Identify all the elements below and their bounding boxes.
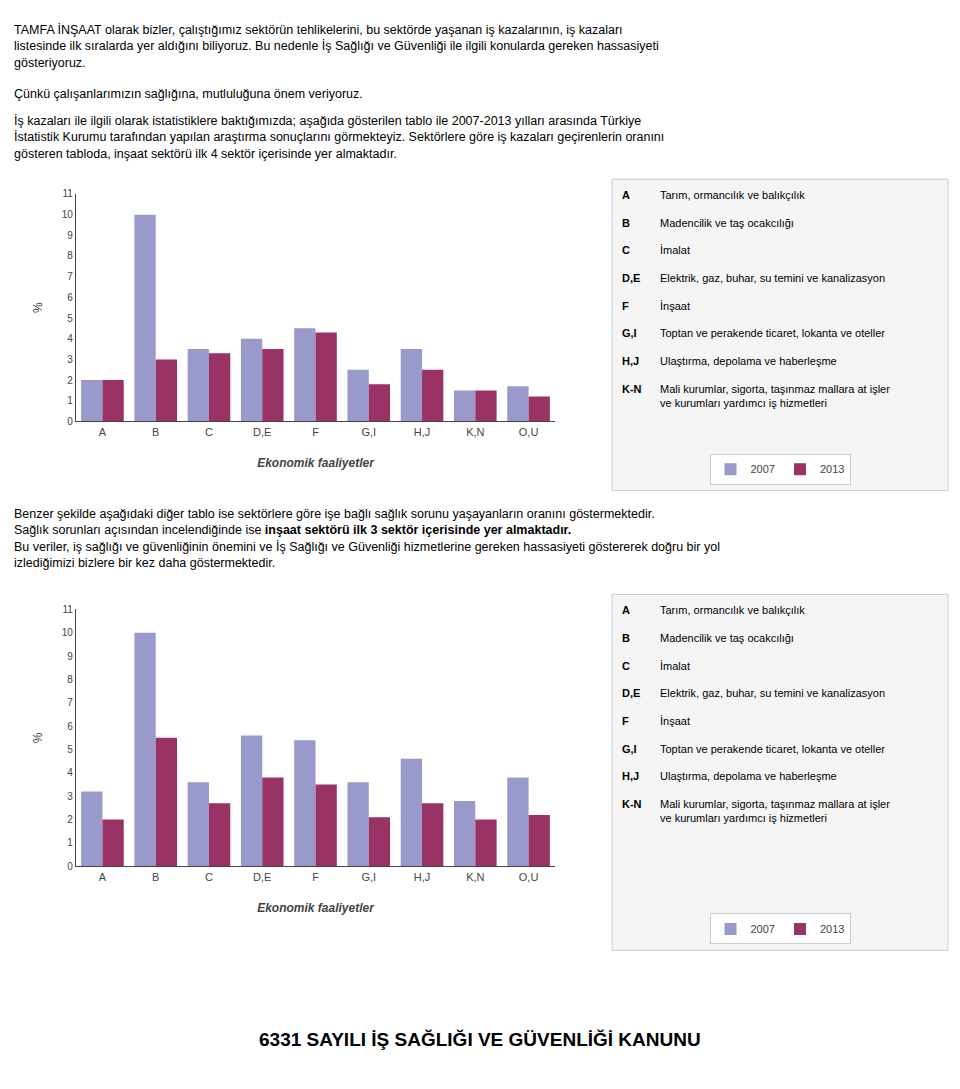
svg-text:5: 5 xyxy=(67,744,73,755)
svg-text:B: B xyxy=(152,871,159,883)
svg-text:2007: 2007 xyxy=(751,923,775,935)
svg-text:2013: 2013 xyxy=(820,463,844,475)
svg-text:D,E: D,E xyxy=(253,871,271,883)
svg-text:%: % xyxy=(31,302,45,313)
svg-text:11: 11 xyxy=(62,188,73,199)
svg-text:Madencilik ve taş ocakcılığı: Madencilik ve taş ocakcılığı xyxy=(660,217,794,229)
svg-text:Ulaştırma, depolama ve haberle: Ulaştırma, depolama ve haberleşme xyxy=(660,770,837,782)
svg-text:F: F xyxy=(312,871,319,883)
svg-text:O,U: O,U xyxy=(519,871,539,883)
svg-text:F: F xyxy=(622,300,629,312)
svg-text:4: 4 xyxy=(67,767,73,778)
svg-text:10: 10 xyxy=(62,209,74,220)
svg-text:K,N: K,N xyxy=(466,426,484,438)
svg-text:Toptan ve perakende ticaret, l: Toptan ve perakende ticaret, lokanta ve … xyxy=(660,327,885,339)
svg-text:B: B xyxy=(622,632,630,644)
svg-text:6331 SAYILI İŞ SAĞLIĞI VE GÜVE: 6331 SAYILI İŞ SAĞLIĞI VE GÜVENLİĞİ KANU… xyxy=(259,1029,701,1050)
svg-text:Tarım, ormancılık ve balıkçılı: Tarım, ormancılık ve balıkçılık xyxy=(660,604,805,616)
svg-text:G,I: G,I xyxy=(361,871,376,883)
svg-text:F: F xyxy=(312,426,319,438)
svg-text:2: 2 xyxy=(67,814,73,825)
svg-text:9: 9 xyxy=(67,230,73,241)
svg-text:11: 11 xyxy=(62,604,73,615)
svg-text:10: 10 xyxy=(62,627,74,638)
svg-text:3: 3 xyxy=(67,354,73,365)
svg-text:F: F xyxy=(622,715,629,727)
svg-text:Ekonomik faaliyetler: Ekonomik faaliyetler xyxy=(257,456,375,470)
svg-text:Madencilik ve taş ocakcılığı: Madencilik ve taş ocakcılığı xyxy=(660,632,794,644)
svg-text:K,N: K,N xyxy=(466,871,484,883)
svg-text:1: 1 xyxy=(67,395,73,406)
svg-text:6: 6 xyxy=(67,292,73,303)
svg-text:Ekonomik faaliyetler: Ekonomik faaliyetler xyxy=(257,901,375,915)
svg-text:A: A xyxy=(99,426,107,438)
svg-text:İnşaat: İnşaat xyxy=(660,715,690,727)
svg-text:C: C xyxy=(622,244,630,256)
svg-text:7: 7 xyxy=(67,271,73,282)
svg-text:5: 5 xyxy=(67,313,73,324)
svg-text:Elektrik, gaz, buhar, su temin: Elektrik, gaz, buhar, su temini ve kanal… xyxy=(660,687,885,699)
svg-text:H,J: H,J xyxy=(414,426,431,438)
svg-text:İş kazaları ile ilgili olarak: İş kazaları ile ilgili olarak istatistik… xyxy=(14,114,664,161)
svg-text:2007: 2007 xyxy=(751,463,775,475)
svg-text:Mali kurumlar, sigorta, taşınm: Mali kurumlar, sigorta, taşınmaz mallara… xyxy=(660,383,890,409)
svg-text:0: 0 xyxy=(67,861,73,872)
svg-text:H,J: H,J xyxy=(622,770,639,782)
svg-text:8: 8 xyxy=(67,674,73,685)
svg-text:C: C xyxy=(622,660,630,672)
svg-text:Mali kurumlar, sigorta, taşınm: Mali kurumlar, sigorta, taşınmaz mallara… xyxy=(660,798,890,824)
svg-text:3: 3 xyxy=(67,791,73,802)
svg-text:2: 2 xyxy=(67,375,73,386)
svg-text:1: 1 xyxy=(67,837,73,848)
svg-text:İnşaat: İnşaat xyxy=(660,300,690,312)
svg-text:D,E: D,E xyxy=(622,687,640,699)
svg-text:TAMFA İNŞAAT olarak bizler, ça: TAMFA İNŞAAT olarak bizler, çalıştığımız… xyxy=(14,23,659,70)
svg-text:B: B xyxy=(622,217,630,229)
svg-text:8: 8 xyxy=(67,250,73,261)
svg-text:D,E: D,E xyxy=(622,272,640,284)
svg-text:7: 7 xyxy=(67,697,73,708)
svg-text:0: 0 xyxy=(67,416,73,427)
svg-text:K-N: K-N xyxy=(622,798,642,810)
svg-text:Toptan ve perakende ticaret, l: Toptan ve perakende ticaret, lokanta ve … xyxy=(660,743,885,755)
svg-text:Çünkü çalışanlarımızın sağlığı: Çünkü çalışanlarımızın sağlığına, mutlul… xyxy=(14,87,363,101)
svg-text:4: 4 xyxy=(67,333,73,344)
svg-text:O,U: O,U xyxy=(519,426,539,438)
svg-text:K-N: K-N xyxy=(622,383,642,395)
svg-text:Tarım, ormancılık ve balıkçılı: Tarım, ormancılık ve balıkçılık xyxy=(660,189,805,201)
svg-text:A: A xyxy=(99,871,107,883)
svg-text:%: % xyxy=(31,732,45,743)
svg-text:Benzer şekilde aşağıdaki diğer: Benzer şekilde aşağıdaki diğer tablo ise… xyxy=(14,507,720,570)
svg-text:C: C xyxy=(205,871,213,883)
svg-text:C: C xyxy=(205,426,213,438)
svg-text:H,J: H,J xyxy=(622,355,639,367)
svg-text:H,J: H,J xyxy=(414,871,431,883)
svg-text:A: A xyxy=(622,189,630,201)
svg-text:G,I: G,I xyxy=(622,743,637,755)
svg-text:9: 9 xyxy=(67,651,73,662)
svg-text:B: B xyxy=(152,426,159,438)
svg-text:A: A xyxy=(622,604,630,616)
svg-text:Ulaştırma, depolama ve haberle: Ulaştırma, depolama ve haberleşme xyxy=(660,355,837,367)
svg-text:6: 6 xyxy=(67,721,73,732)
svg-text:G,I: G,I xyxy=(622,327,637,339)
svg-text:İmalat: İmalat xyxy=(660,660,690,672)
svg-text:2013: 2013 xyxy=(820,923,844,935)
svg-text:Elektrik, gaz, buhar, su temin: Elektrik, gaz, buhar, su temini ve kanal… xyxy=(660,272,885,284)
svg-text:D,E: D,E xyxy=(253,426,271,438)
svg-text:G,I: G,I xyxy=(361,426,376,438)
svg-text:İmalat: İmalat xyxy=(660,244,690,256)
